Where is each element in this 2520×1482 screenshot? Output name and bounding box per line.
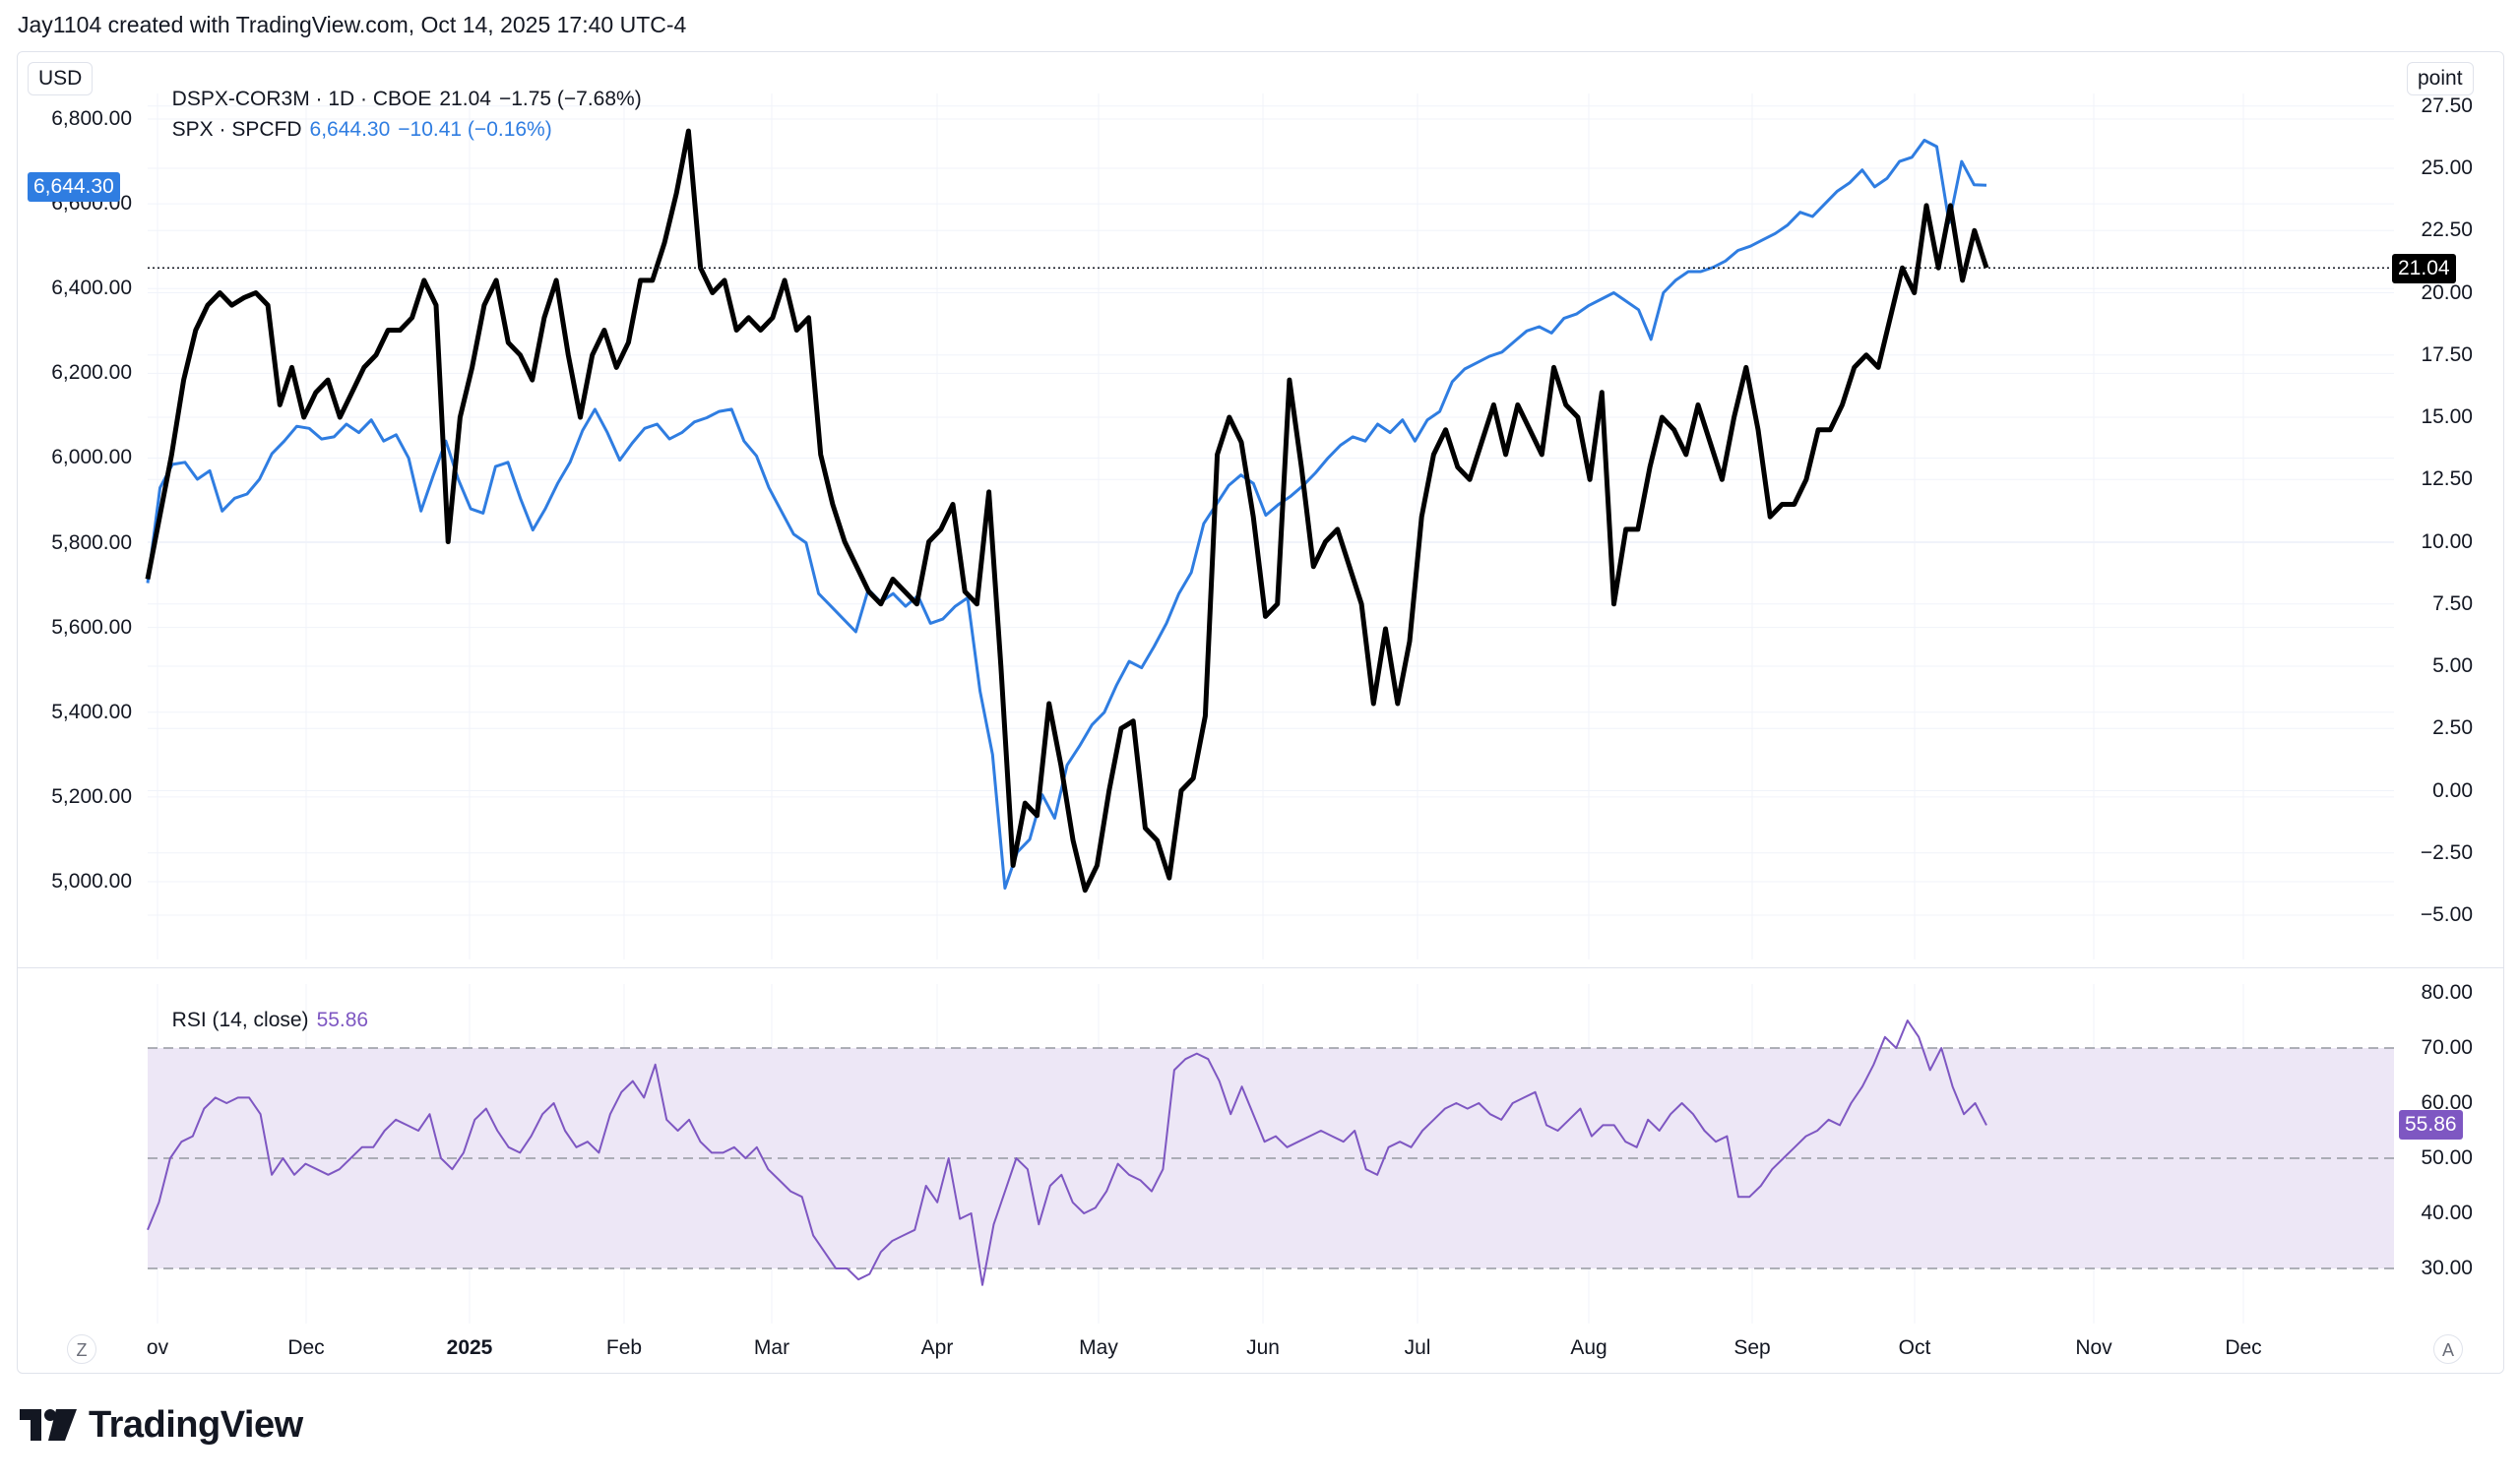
right-axis-tick: 0.00 (2432, 778, 2473, 802)
left-axis-tick: 5,400.00 (51, 700, 132, 723)
unit-label[interactable]: point (2407, 62, 2474, 95)
rsi-axis-tick: 40.00 (2421, 1202, 2473, 1224)
legend-secondary-value: 6,644.30 (309, 118, 391, 141)
dspx-series-line[interactable] (145, 128, 1989, 894)
right-axis-tick: 25.00 (2421, 156, 2473, 179)
left-axis-tick: 6,000.00 (51, 446, 132, 469)
legend-primary-name: DSPX-COR3M · 1D · CBOE (171, 88, 432, 110)
right-axis-tick: 2.50 (2432, 716, 2473, 740)
x-axis-tick: Sep (1733, 1336, 1771, 1359)
spx-last-price-label: 6,644.30 (28, 172, 120, 202)
x-axis-tick: Apr (920, 1336, 954, 1359)
dspx-last-price-label: 21.04 (2392, 254, 2456, 283)
x-axis-tick: Jul (1404, 1336, 1431, 1359)
x-axis-tick: Jun (1246, 1336, 1280, 1359)
left-axis-tick: 5,600.00 (51, 615, 132, 639)
legend-primary-change: −1.75 (−7.68%) (498, 88, 642, 110)
right-axis-tick: 17.50 (2421, 342, 2473, 366)
left-axis-tick: 5,800.00 (51, 530, 132, 554)
rsi-axis-tick: 70.00 (2421, 1036, 2473, 1059)
rsi-axis-tick: 50.00 (2421, 1146, 2473, 1169)
rsi-axis-tick: 30.00 (2421, 1257, 2473, 1279)
left-axis-tick: 6,800.00 (51, 107, 132, 130)
legend-secondary-name: SPX · SPCFD (171, 118, 302, 141)
chart-attribution: Jay1104 created with TradingView.com, Oc… (18, 12, 687, 37)
rsi-axis-tick: 60.00 (2421, 1091, 2473, 1114)
chart-frame (17, 51, 2504, 1374)
rsi-last-value-label: 55.86 (2399, 1110, 2463, 1140)
pane-divider[interactable] (18, 967, 2503, 968)
x-axis-tick: Mar (753, 1336, 790, 1359)
x-axis-tick: Dec (287, 1336, 325, 1359)
x-axis-tick: Oct (1898, 1336, 1931, 1359)
right-axis-tick: −2.50 (2420, 840, 2473, 864)
right-axis-tick: 27.50 (2421, 94, 2473, 117)
left-axis-tick: 6,200.00 (51, 361, 132, 385)
timezone-button[interactable]: Z (67, 1334, 96, 1364)
legend-rsi-value: 55.86 (316, 1009, 369, 1031)
legend-secondary-change: −10.41 (−0.16%) (398, 118, 552, 141)
right-axis-tick: 15.00 (2421, 405, 2473, 428)
tradingview-logo-icon (20, 1409, 77, 1441)
legend-primary-value: 21.04 (439, 88, 491, 110)
right-axis-tick: 12.50 (2421, 467, 2473, 491)
tradingview-logo[interactable]: TradingView (20, 1403, 303, 1447)
right-axis-tick: 20.00 (2421, 280, 2473, 304)
tradingview-wordmark: TradingView (89, 1403, 303, 1446)
spx-series-line[interactable] (146, 139, 1987, 890)
right-axis-tick: 10.00 (2421, 529, 2473, 553)
left-axis-tick: 5,000.00 (51, 870, 132, 893)
left-axis-tick: 6,400.00 (51, 277, 132, 300)
right-axis-tick: 5.00 (2432, 654, 2473, 677)
x-axis-tick: Nov (2075, 1336, 2112, 1359)
x-axis-tick: Aug (1570, 1336, 1607, 1359)
x-axis-tick: ov (146, 1336, 169, 1359)
rsi-axis-tick: 80.00 (2421, 981, 2473, 1004)
legend-rsi-name: RSI (14, close) (171, 1009, 309, 1031)
right-axis-tick: −5.00 (2420, 903, 2473, 926)
currency-label[interactable]: USD (28, 62, 94, 95)
x-axis-tick: Dec (2225, 1336, 2262, 1359)
x-axis-tick: 2025 (446, 1336, 493, 1359)
legend-primary[interactable]: DSPX-COR3M · 1D · CBOE 21.04 −1.75 (−7.68%… (160, 64, 642, 111)
legend-rsi[interactable]: RSI (14, close) 55.86 (160, 985, 368, 1032)
left-axis-tick: 5,200.00 (51, 784, 132, 808)
right-axis-tick: 22.50 (2421, 218, 2473, 242)
rsi-series-line[interactable] (147, 1019, 1987, 1286)
legend-secondary[interactable]: SPX · SPCFD 6,644.30 −10.41 (−0.16%) (160, 94, 552, 142)
x-axis-tick: Feb (605, 1336, 643, 1359)
auto-scale-button[interactable]: A (2433, 1334, 2463, 1364)
right-axis-tick: 7.50 (2432, 591, 2473, 615)
x-axis-tick: May (1079, 1336, 1118, 1359)
